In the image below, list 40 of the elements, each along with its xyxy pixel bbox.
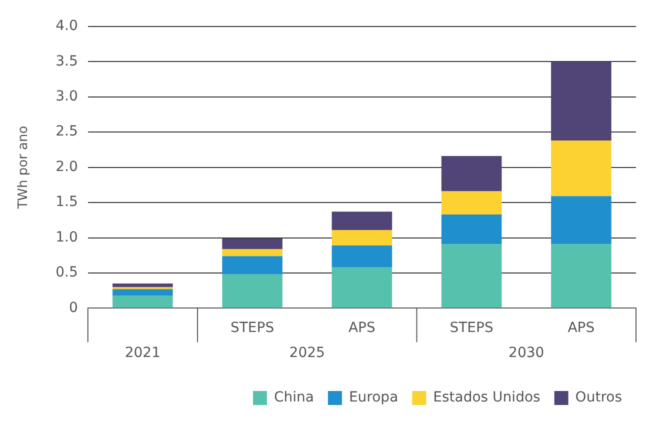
text: 2021	[124, 344, 160, 361]
x-tick-label: APS	[568, 320, 595, 336]
bar	[332, 212, 392, 230]
text: 2030	[508, 344, 544, 361]
bar	[441, 244, 502, 308]
x-tick-label: STEPS	[450, 320, 494, 336]
bar	[222, 238, 282, 250]
bar	[222, 249, 282, 256]
bar	[112, 296, 173, 308]
legend-label: Outros	[575, 390, 622, 406]
bar	[112, 284, 173, 288]
bar	[441, 214, 502, 244]
text: 2025	[289, 344, 325, 361]
x-tick-label: STEPS	[230, 320, 274, 336]
y-axis-title: TWh por ano	[16, 126, 32, 210]
bar	[332, 246, 392, 268]
y-tick-label: 3.5	[56, 53, 78, 70]
legend-label: China	[274, 390, 314, 406]
bar	[112, 289, 173, 296]
bar	[441, 191, 502, 214]
x-tick-label: APS	[348, 320, 376, 336]
y-tick-label: 1.5	[56, 194, 78, 210]
bar	[551, 62, 612, 141]
y-tick-label: 0	[68, 300, 78, 316]
bar	[222, 274, 282, 308]
bar	[551, 244, 612, 308]
y-tick-label: 0.5	[56, 264, 78, 281]
bar	[441, 156, 502, 192]
y-tick-label: 2.0	[56, 158, 78, 175]
bar	[332, 230, 392, 246]
bar	[222, 256, 282, 274]
y-tick-label: 4.0	[56, 18, 78, 34]
bar	[551, 196, 612, 244]
y-tick-label: 1.0	[56, 229, 78, 246]
legend-label: Europa	[348, 390, 398, 406]
y-tick-label: 3.0	[56, 88, 78, 104]
y-tick-label: 2.5	[56, 124, 78, 140]
bar	[551, 140, 612, 196]
legend-label: Estados Unidos	[433, 390, 540, 406]
bar	[332, 267, 392, 308]
